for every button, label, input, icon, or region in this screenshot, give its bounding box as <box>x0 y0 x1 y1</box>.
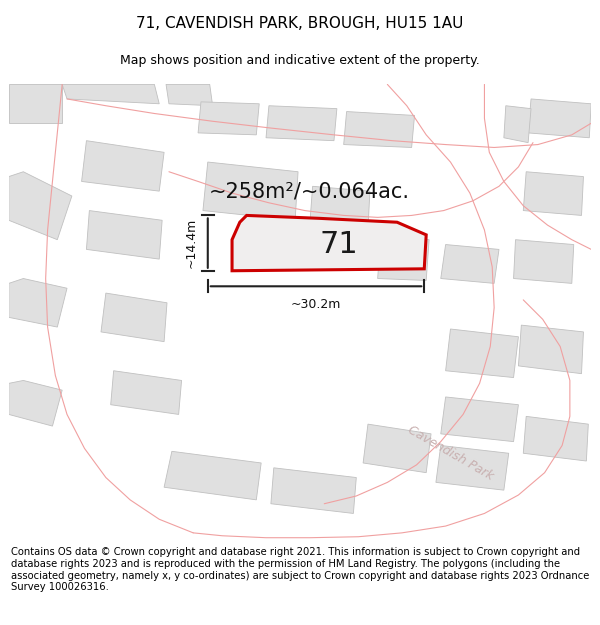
Polygon shape <box>62 84 159 104</box>
Polygon shape <box>344 111 415 148</box>
Polygon shape <box>203 162 298 220</box>
Polygon shape <box>377 237 429 281</box>
Text: ~258m²/~0.064ac.: ~258m²/~0.064ac. <box>209 181 410 201</box>
Polygon shape <box>441 397 518 442</box>
Text: 71: 71 <box>319 230 358 259</box>
Polygon shape <box>198 102 259 135</box>
Polygon shape <box>9 84 62 123</box>
Polygon shape <box>504 106 531 142</box>
Polygon shape <box>271 468 356 514</box>
Polygon shape <box>363 424 431 472</box>
Text: ~14.4m: ~14.4m <box>185 218 198 268</box>
Polygon shape <box>523 172 583 216</box>
Polygon shape <box>518 325 583 374</box>
Polygon shape <box>232 216 426 271</box>
Polygon shape <box>523 416 589 461</box>
Polygon shape <box>111 371 182 414</box>
Polygon shape <box>86 211 162 259</box>
Polygon shape <box>266 106 337 141</box>
Polygon shape <box>446 329 518 378</box>
Text: Contains OS data © Crown copyright and database right 2021. This information is : Contains OS data © Crown copyright and d… <box>11 548 589 592</box>
Polygon shape <box>436 446 509 490</box>
Polygon shape <box>9 172 72 240</box>
Polygon shape <box>82 141 164 191</box>
Polygon shape <box>101 293 167 342</box>
Text: Map shows position and indicative extent of the property.: Map shows position and indicative extent… <box>120 54 480 68</box>
Polygon shape <box>9 279 67 327</box>
Polygon shape <box>9 381 62 426</box>
Polygon shape <box>514 240 574 283</box>
Text: 71, CAVENDISH PARK, BROUGH, HU15 1AU: 71, CAVENDISH PARK, BROUGH, HU15 1AU <box>136 16 464 31</box>
Polygon shape <box>310 186 370 230</box>
Polygon shape <box>166 84 212 106</box>
Text: ~30.2m: ~30.2m <box>291 298 341 311</box>
Polygon shape <box>164 451 261 500</box>
Text: Cavendish Park: Cavendish Park <box>406 424 496 483</box>
Polygon shape <box>441 244 499 283</box>
Polygon shape <box>528 99 591 138</box>
